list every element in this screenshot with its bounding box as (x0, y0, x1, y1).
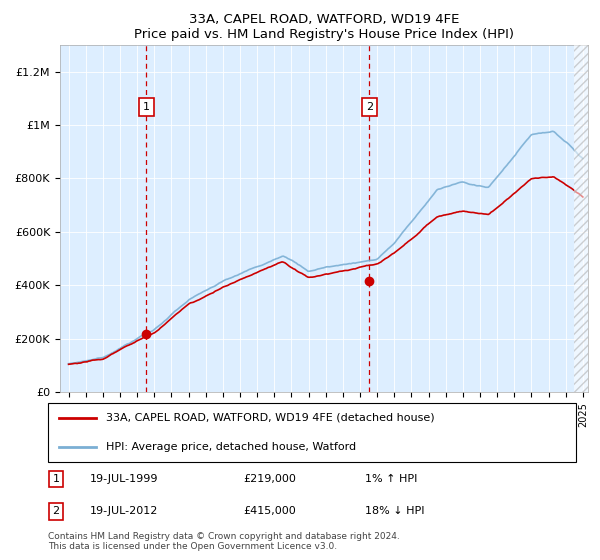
Text: 19-JUL-2012: 19-JUL-2012 (90, 506, 158, 516)
Bar (574, 45, 588, 392)
Text: 2: 2 (52, 506, 59, 516)
Text: Contains HM Land Registry data © Crown copyright and database right 2024.
This d: Contains HM Land Registry data © Crown c… (48, 532, 400, 552)
Text: 2: 2 (365, 102, 373, 113)
Text: 18% ↓ HPI: 18% ↓ HPI (365, 506, 424, 516)
Text: 1: 1 (52, 474, 59, 484)
Text: 1% ↑ HPI: 1% ↑ HPI (365, 474, 417, 484)
Text: HPI: Average price, detached house, Watford: HPI: Average price, detached house, Watf… (106, 442, 356, 452)
Text: 33A, CAPEL ROAD, WATFORD, WD19 4FE (detached house): 33A, CAPEL ROAD, WATFORD, WD19 4FE (deta… (106, 413, 435, 423)
Text: 1: 1 (143, 102, 150, 113)
Text: £415,000: £415,000 (244, 506, 296, 516)
Title: 33A, CAPEL ROAD, WATFORD, WD19 4FE
Price paid vs. HM Land Registry's House Price: 33A, CAPEL ROAD, WATFORD, WD19 4FE Price… (134, 13, 514, 41)
FancyBboxPatch shape (48, 403, 576, 462)
Text: 19-JUL-1999: 19-JUL-1999 (90, 474, 159, 484)
Text: £219,000: £219,000 (244, 474, 296, 484)
